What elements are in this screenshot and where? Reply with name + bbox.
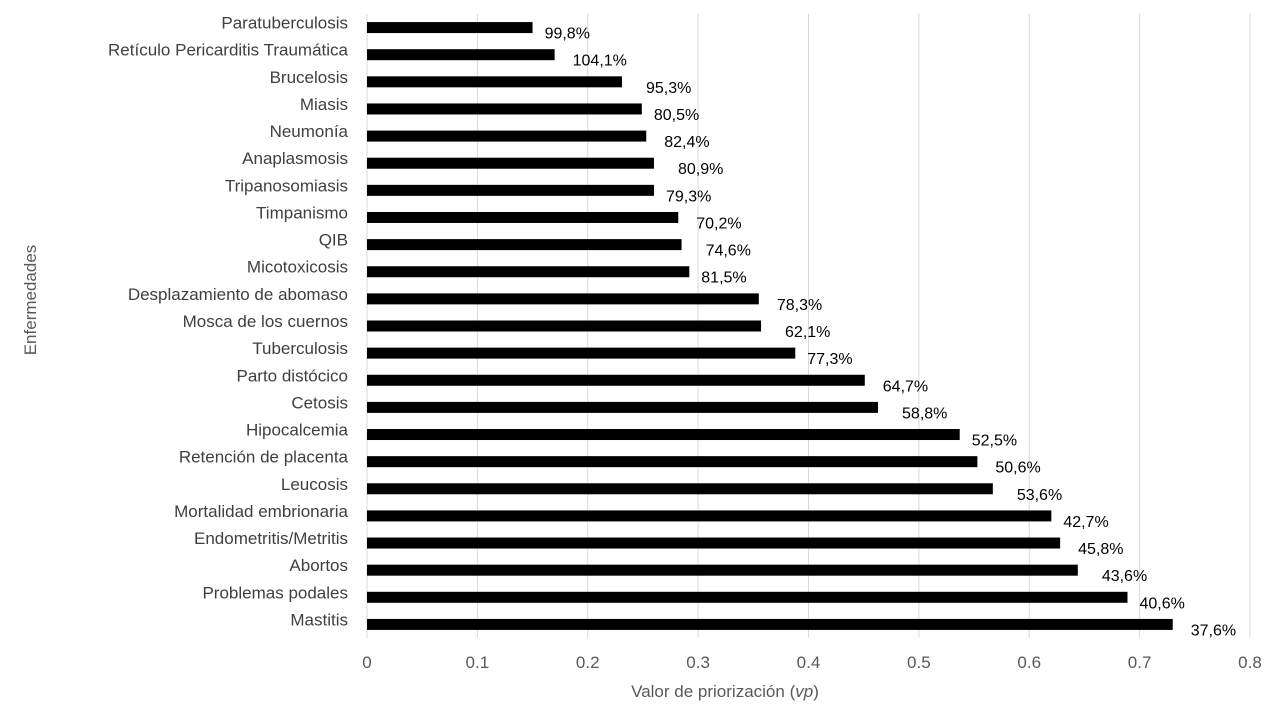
bar bbox=[367, 266, 690, 278]
category-label: Cetosis bbox=[291, 393, 348, 412]
data-label: 50,6% bbox=[995, 460, 1040, 477]
data-label: 80,9% bbox=[678, 161, 723, 178]
bar bbox=[367, 293, 759, 305]
category-label: Mosca de los cuernos bbox=[183, 312, 348, 331]
category-label: Parto distócico bbox=[237, 366, 349, 385]
x-tick-label: 0.3 bbox=[686, 653, 710, 672]
bar bbox=[367, 537, 1061, 549]
category-label: Abortos bbox=[289, 556, 348, 575]
category-label: Miasis bbox=[300, 95, 348, 114]
bar bbox=[367, 130, 647, 142]
bar bbox=[367, 49, 555, 61]
data-label: 79,3% bbox=[666, 188, 711, 205]
data-label: 78,3% bbox=[777, 297, 822, 314]
x-tick-labels: 0 0.1 0.2 0.3 0.4 0.5 0.6 0.7 0.8 bbox=[362, 653, 1262, 672]
data-label: 80,5% bbox=[654, 107, 699, 124]
data-label: 37,6% bbox=[1191, 622, 1236, 639]
data-label: 99,8% bbox=[545, 26, 590, 43]
bar bbox=[367, 591, 1128, 603]
category-label: Tripanosomiasis bbox=[225, 176, 348, 195]
bar bbox=[367, 510, 1052, 522]
data-label: 58,8% bbox=[902, 405, 947, 422]
bar bbox=[367, 103, 642, 115]
bar bbox=[367, 429, 960, 441]
bar bbox=[367, 157, 654, 169]
data-label: 53,6% bbox=[1017, 487, 1062, 504]
bar bbox=[367, 401, 879, 413]
data-label: 82,4% bbox=[664, 134, 709, 151]
bar bbox=[367, 456, 978, 468]
bars bbox=[367, 22, 1173, 630]
bar bbox=[367, 184, 654, 196]
bar bbox=[367, 618, 1173, 630]
x-axis-title-text: Valor de priorización bbox=[631, 682, 785, 701]
category-label: Problemas podales bbox=[202, 583, 348, 602]
bar bbox=[367, 76, 622, 88]
data-label: 81,5% bbox=[701, 270, 746, 287]
bar bbox=[367, 374, 865, 386]
x-tick-label: 0.4 bbox=[797, 653, 821, 672]
data-label: 45,8% bbox=[1078, 541, 1123, 558]
category-label: Desplazamiento de abomaso bbox=[128, 285, 348, 304]
y-axis-title: Enfermedades bbox=[21, 245, 40, 356]
category-labels: Paratuberculosis Retículo Pericarditis Tr… bbox=[108, 14, 349, 630]
gridlines bbox=[366, 14, 1251, 638]
category-label: Anaplasmosis bbox=[242, 149, 348, 168]
category-label: Timpanismo bbox=[256, 203, 348, 222]
category-label: Mortalidad embrionaria bbox=[174, 502, 348, 521]
data-label: 104,1% bbox=[573, 53, 627, 70]
data-label: 70,2% bbox=[696, 215, 741, 232]
bar bbox=[367, 320, 762, 332]
data-label: 64,7% bbox=[883, 378, 928, 395]
bar bbox=[367, 564, 1078, 576]
data-label: 62,1% bbox=[785, 324, 830, 341]
category-label: Leucosis bbox=[281, 475, 348, 494]
x-tick-label: 0.1 bbox=[466, 653, 490, 672]
category-label: Retículo Pericarditis Traumática bbox=[108, 41, 349, 60]
category-label: Brucelosis bbox=[270, 68, 348, 87]
bar bbox=[367, 347, 796, 359]
x-tick-label: 0.7 bbox=[1128, 653, 1152, 672]
data-label: 40,6% bbox=[1139, 595, 1184, 612]
x-tick-label: 0.8 bbox=[1238, 653, 1262, 672]
x-tick-label: 0 bbox=[362, 653, 371, 672]
bar bbox=[367, 22, 533, 34]
bar bbox=[367, 483, 993, 495]
x-tick-label: 0.5 bbox=[907, 653, 931, 672]
category-label: Micotoxicosis bbox=[247, 258, 348, 277]
category-label: Tuberculosis bbox=[252, 339, 348, 358]
data-label: 95,3% bbox=[646, 80, 691, 97]
category-label: Hipocalcemia bbox=[246, 421, 349, 440]
x-axis-title-italic: vp bbox=[795, 682, 813, 701]
bar bbox=[367, 239, 682, 251]
category-label: Retención de placenta bbox=[179, 448, 349, 467]
x-tick-label: 0.6 bbox=[1017, 653, 1041, 672]
category-label: Paratuberculosis bbox=[221, 14, 348, 33]
category-label: Endometritis/Metritis bbox=[194, 529, 348, 548]
data-label: 77,3% bbox=[807, 351, 852, 368]
data-label: 42,7% bbox=[1063, 514, 1108, 531]
category-label: Mastitis bbox=[290, 610, 348, 629]
bar bbox=[367, 211, 679, 223]
data-label: 52,5% bbox=[972, 433, 1017, 450]
x-tick-label: 0.2 bbox=[576, 653, 600, 672]
data-label: 74,6% bbox=[706, 243, 751, 260]
data-labels: 99,8% 104,1% 95,3% 80,5% 82,4% 80,9% 79,3% 70,2… bbox=[545, 26, 1237, 640]
category-label: QIB bbox=[319, 231, 348, 250]
x-axis-title: Valor de priorización (vp) bbox=[631, 682, 819, 701]
data-label: 43,6% bbox=[1102, 568, 1147, 585]
category-label: Neumonía bbox=[270, 122, 349, 141]
